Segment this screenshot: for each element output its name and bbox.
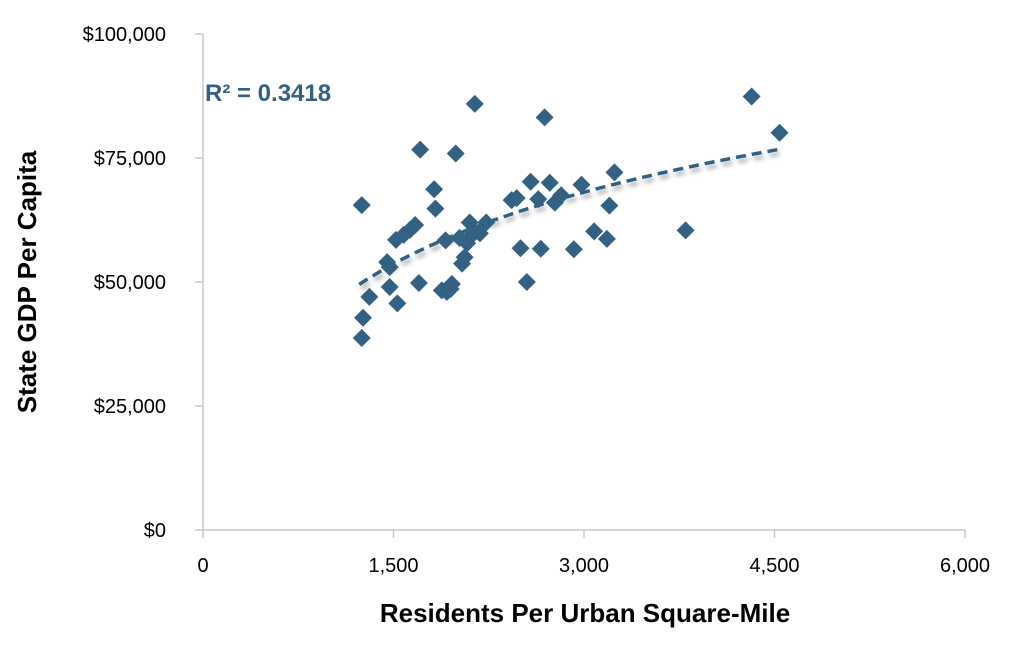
y-tick-label: $100,000 <box>83 24 166 46</box>
data-point <box>540 173 559 192</box>
data-point <box>406 215 425 234</box>
x-axis-title: Residents Per Urban Square-Mile <box>380 598 790 628</box>
x-tick-label: 3,000 <box>559 555 609 577</box>
data-point <box>521 172 540 191</box>
data-point <box>676 221 695 240</box>
data-point <box>477 213 496 232</box>
data-point <box>564 240 583 259</box>
y-tick-label: $0 <box>144 520 166 542</box>
data-point <box>380 258 399 277</box>
data-point <box>511 239 530 258</box>
x-tick-label: 4,500 <box>749 555 799 577</box>
data-point <box>529 190 548 209</box>
data-point <box>600 196 619 215</box>
data-point <box>507 189 526 208</box>
x-axis-ticks: 0 1,500 3,000 4,500 6,000 <box>197 530 990 577</box>
data-point <box>446 144 465 163</box>
data-point <box>352 196 371 215</box>
data-point <box>411 140 430 159</box>
x-tick-label: 6,000 <box>940 555 990 577</box>
y-axis-ticks: $0 $25,000 $50,000 $75,000 $100,000 <box>83 24 203 542</box>
data-point <box>388 294 407 313</box>
data-point <box>460 213 479 232</box>
data-point <box>531 239 550 258</box>
data-point <box>442 274 461 293</box>
data-point <box>354 308 373 327</box>
trendline <box>358 147 782 286</box>
data-point <box>436 231 455 250</box>
y-tick-label: $25,000 <box>94 396 166 418</box>
y-tick-label: $50,000 <box>94 272 166 294</box>
data-point <box>425 180 444 199</box>
data-point <box>517 273 536 291</box>
data-point <box>426 199 445 218</box>
data-points <box>352 87 789 348</box>
data-point <box>380 277 399 296</box>
data-point <box>409 273 428 292</box>
data-point <box>597 229 616 248</box>
data-point <box>770 123 789 142</box>
data-point <box>742 87 761 106</box>
y-tick-label: $75,000 <box>94 148 166 170</box>
data-point <box>552 186 571 205</box>
data-point <box>572 175 591 194</box>
data-point <box>535 108 554 127</box>
y-axis-title: State GDP Per Capita <box>12 150 42 413</box>
x-tick-label: 0 <box>197 555 208 577</box>
data-point <box>360 287 379 306</box>
data-point <box>352 329 371 348</box>
data-point <box>585 222 604 241</box>
r-squared-label: R² = 0.3418 <box>205 80 331 107</box>
data-point <box>455 248 474 267</box>
data-point <box>605 163 624 182</box>
x-tick-label: 1,500 <box>368 555 418 577</box>
data-point <box>465 94 484 113</box>
